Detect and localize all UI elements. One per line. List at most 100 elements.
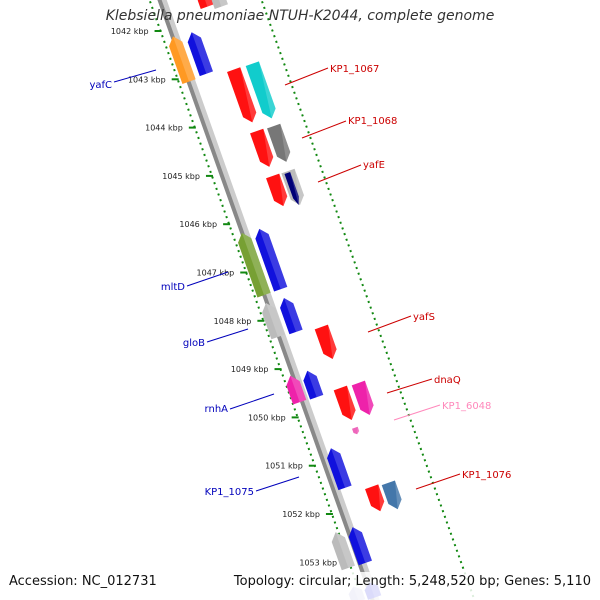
gene-arrow-highlight bbox=[216, 0, 228, 7]
gene-label-kp1-1068[interactable]: KP1_1068 bbox=[348, 116, 397, 127]
footer-band bbox=[0, 572, 600, 600]
gene-feature bbox=[211, 0, 228, 9]
gene-arrow-highlight bbox=[287, 168, 304, 205]
tick-label: 1052 kbp bbox=[282, 510, 320, 519]
connector-kp1-1075 bbox=[255, 476, 300, 492]
gene-arrow bbox=[197, 0, 214, 9]
gene-arrow-highlight bbox=[283, 298, 303, 332]
gene-arrow bbox=[238, 232, 271, 298]
gene-label-yafc[interactable]: yafC bbox=[89, 80, 112, 91]
gene-arrow bbox=[266, 173, 288, 207]
tick-label: 1049 kbp bbox=[231, 365, 269, 374]
gene-feature bbox=[197, 0, 214, 9]
map-title: Klebsiella pneumoniae NTUH-K2044, comple… bbox=[105, 8, 495, 24]
gene-arrow-highlight bbox=[352, 527, 372, 563]
gene-arrow bbox=[280, 298, 303, 335]
gene-arrow-highlight bbox=[241, 232, 271, 296]
connector-dnaq bbox=[386, 378, 433, 394]
gene-label-kp1-1076[interactable]: KP1_1076 bbox=[462, 470, 511, 481]
gene-label-kp1-6048[interactable]: KP1_6048 bbox=[442, 401, 491, 412]
tick-label: 1045 kbp bbox=[162, 172, 200, 181]
gene-arrow-highlight bbox=[330, 448, 352, 488]
gene-arrow-highlight bbox=[354, 426, 360, 435]
accession-text: Accession: NC_012731 bbox=[9, 574, 157, 589]
gene-layer bbox=[169, 0, 402, 600]
gene-arrow-highlight bbox=[340, 385, 356, 421]
gene-arrow-highlight bbox=[358, 380, 374, 416]
gene-arrow bbox=[351, 380, 374, 416]
gene-arrow bbox=[169, 36, 196, 84]
gene-arrow-highlight bbox=[252, 61, 276, 119]
connector-kp1-6048 bbox=[393, 404, 441, 421]
gene-arrow bbox=[255, 228, 288, 292]
gene-arrow bbox=[331, 532, 355, 571]
gene-feature bbox=[352, 426, 360, 435]
tick-label: 1053 kbp bbox=[299, 558, 337, 567]
genome-summary-text: Topology: circular; Length: 5,248,520 bp… bbox=[233, 574, 591, 589]
gene-arrow bbox=[211, 0, 228, 9]
tick-label: 1047 kbp bbox=[197, 269, 235, 278]
gene-arrow bbox=[250, 128, 274, 167]
gene-feature bbox=[333, 385, 356, 421]
gene-label-rnha[interactable]: rnhA bbox=[205, 404, 229, 415]
gene-feature bbox=[250, 128, 274, 167]
gene-arrow bbox=[284, 171, 299, 206]
tick-label: 1050 kbp bbox=[248, 413, 286, 422]
gene-arrow bbox=[333, 385, 356, 421]
gene-arrow-highlight bbox=[265, 303, 285, 337]
gene-feature bbox=[267, 123, 291, 162]
gene-label-kp1-1067[interactable]: KP1_1067 bbox=[330, 64, 379, 75]
gene-feature bbox=[262, 303, 285, 340]
gene-label-glob[interactable]: gloB bbox=[183, 338, 205, 349]
gene-feature bbox=[238, 232, 271, 298]
gene-arrow bbox=[352, 426, 360, 435]
label-connectors bbox=[113, 67, 461, 492]
gene-feature bbox=[327, 448, 352, 491]
gene-feature bbox=[227, 67, 257, 123]
gene-arrow-highlight bbox=[273, 123, 291, 162]
tick-label: 1051 kbp bbox=[265, 462, 303, 471]
gene-feature bbox=[280, 298, 303, 335]
gene-arrow bbox=[187, 32, 213, 77]
gene-label-kp1-1075[interactable]: KP1_1075 bbox=[205, 487, 254, 498]
gene-arrow-highlight bbox=[388, 480, 402, 510]
gene-arrow-highlight bbox=[202, 0, 214, 7]
gene-arrow-highlight bbox=[172, 36, 196, 82]
gene-label-yafs[interactable]: yafS bbox=[413, 312, 435, 323]
gene-feature bbox=[365, 484, 385, 512]
gene-arrow bbox=[286, 375, 307, 405]
gene-arrow-highlight bbox=[233, 67, 257, 123]
gene-arrow bbox=[262, 303, 285, 340]
gene-arrow bbox=[348, 527, 372, 566]
gene-feature bbox=[169, 36, 196, 84]
gene-arrow bbox=[365, 484, 385, 512]
ruler-inner-dotted bbox=[148, 0, 364, 600]
gene-feature bbox=[351, 380, 374, 416]
gene-feature bbox=[284, 171, 299, 206]
tick-label: 1046 kbp bbox=[179, 220, 217, 229]
gene-arrow-highlight bbox=[371, 484, 385, 512]
gene-feature bbox=[331, 532, 355, 571]
connector-kp1-1067 bbox=[284, 67, 329, 86]
gene-arrow-highlight bbox=[321, 324, 337, 360]
connector-mltd bbox=[186, 271, 229, 287]
tick-label: 1042 kbp bbox=[111, 27, 149, 36]
connector-kp1-1076 bbox=[415, 473, 461, 490]
gene-feature bbox=[255, 228, 288, 292]
gene-arrow-highlight bbox=[307, 370, 324, 398]
gene-arrow bbox=[327, 448, 352, 491]
genome-backbone-shadow bbox=[160, 0, 380, 600]
gene-arrow bbox=[303, 370, 324, 400]
ruler-outer-dotted bbox=[260, 0, 476, 600]
gene-feature bbox=[314, 324, 337, 360]
gene-label-mltd[interactable]: mltD bbox=[161, 282, 185, 293]
connector-yafs bbox=[367, 315, 412, 333]
connector-yafc bbox=[113, 69, 157, 83]
tick-label: 1044 kbp bbox=[145, 124, 183, 133]
gene-feature bbox=[266, 173, 288, 207]
gene-feature bbox=[286, 375, 307, 405]
gene-label-yafe[interactable]: yafE bbox=[363, 160, 385, 171]
connector-yafe bbox=[317, 164, 362, 183]
gene-label-dnaq[interactable]: dnaQ bbox=[434, 375, 461, 386]
